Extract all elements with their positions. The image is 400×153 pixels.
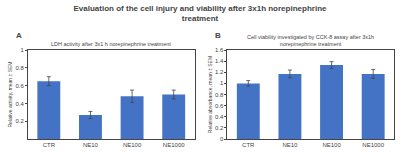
svg-text:A: A (16, 31, 22, 40)
svg-text:NE100: NE100 (322, 142, 341, 148)
svg-text:0.2: 0.2 (15, 118, 24, 124)
svg-text:NE100: NE100 (123, 142, 142, 148)
svg-text:0.6: 0.6 (215, 103, 224, 109)
svg-text:CTR: CTR (242, 142, 255, 148)
svg-text:1.2: 1.2 (215, 69, 224, 75)
svg-text:1: 1 (20, 47, 24, 53)
svg-text:NE10: NE10 (282, 142, 298, 148)
svg-text:1: 1 (220, 80, 224, 86)
svg-text:0.2: 0.2 (215, 125, 224, 131)
svg-text:B: B (215, 31, 221, 40)
svg-text:Cell viability investigated by: Cell viability investigated by CCK-8 ass… (247, 34, 374, 47)
svg-text:0.6: 0.6 (15, 83, 24, 89)
svg-text:NE1000: NE1000 (163, 142, 185, 148)
svg-text:NE1000: NE1000 (362, 142, 384, 148)
svg-text:0.4: 0.4 (15, 101, 24, 107)
svg-text:NE10: NE10 (83, 142, 99, 148)
svg-text:0.8: 0.8 (215, 92, 224, 98)
svg-text:CTR: CTR (43, 142, 56, 148)
svg-text:0.8: 0.8 (15, 65, 24, 71)
svg-text:Relative absorbance, mean ± SE: Relative absorbance, mean ± SEM (207, 56, 213, 133)
svg-text:1.4: 1.4 (215, 58, 224, 64)
svg-text:LDH activity after 3x1 h norep: LDH activity after 3x1 h norepinephrine … (51, 41, 171, 47)
svg-text:0.4: 0.4 (215, 114, 224, 120)
svg-text:0: 0 (220, 136, 224, 142)
svg-text:Relative activity, mean ± SEM: Relative activity, mean ± SEM (7, 61, 13, 127)
svg-text:Evaluation of the cell injury: Evaluation of the cell injury and viabil… (74, 4, 327, 23)
svg-text:1.6: 1.6 (215, 47, 224, 53)
